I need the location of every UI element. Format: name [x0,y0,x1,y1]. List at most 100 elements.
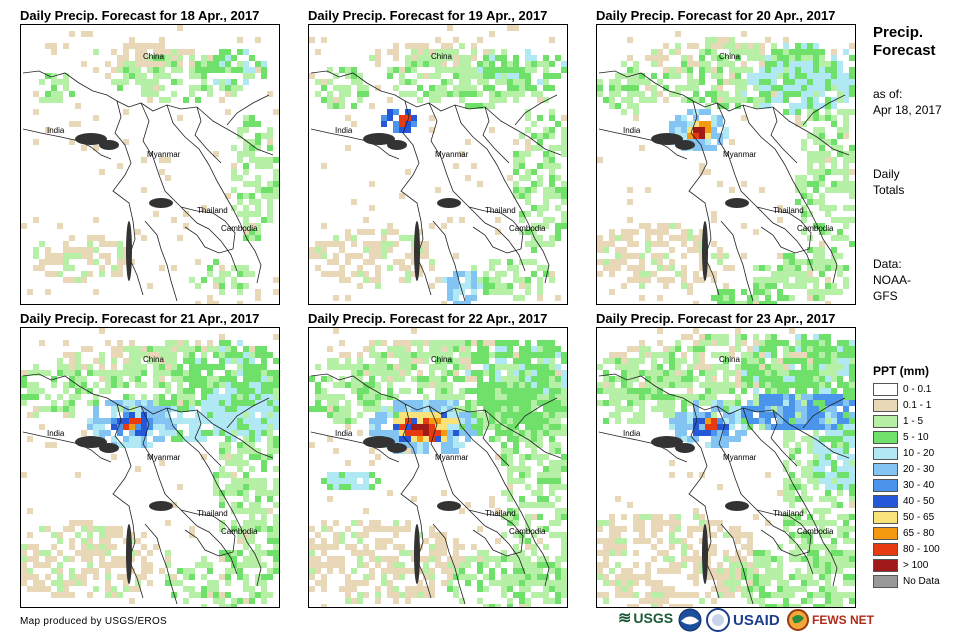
precip-cell [831,163,837,169]
precip-cell [813,55,819,61]
precip-cell [375,241,381,247]
precip-cell [63,556,69,562]
precip-cell [705,550,711,556]
precip-cell [225,382,231,388]
precip-cell [39,562,45,568]
precip-cell [405,169,411,175]
precip-cell [825,277,831,283]
precip-cell [237,340,243,346]
precip-cell [405,370,411,376]
precip-cell [417,556,423,562]
precip-cell [555,295,561,301]
precip-cell [369,382,375,388]
precip-cell [687,418,693,424]
precip-cell [807,289,813,295]
precip-cell [105,550,111,556]
precip-cell [669,538,675,544]
precip-cell [831,283,837,289]
precip-cell [807,376,813,382]
precip-cell [327,556,333,562]
precip-cell [105,400,111,406]
precip-cell [243,73,249,79]
precip-cell [537,265,543,271]
precip-cell [417,442,423,448]
precip-cell [237,526,243,532]
precip-cell [837,340,843,346]
precip-cell [627,574,633,580]
precip-cell [441,43,447,49]
precip-cell [231,406,237,412]
precip-cell [447,586,453,592]
precip-cell [225,592,231,598]
precip-cell [417,400,423,406]
precip-cell [627,382,633,388]
precip-cell [513,562,519,568]
precip-cell [699,514,705,520]
precip-cell [255,37,261,43]
precip-cell [837,418,843,424]
precip-cell [795,277,801,283]
precip-cell [807,352,813,358]
precip-cell [381,253,387,259]
precip-cell [681,265,687,271]
precip-cell [741,430,747,436]
precip-cell [405,448,411,454]
precip-cell [771,73,777,79]
precip-cell [219,277,225,283]
precip-cell [93,145,99,151]
precip-cell [699,133,705,139]
precip-cell [819,448,825,454]
precip-cell [321,574,327,580]
precip-cell [441,277,447,283]
precip-cell [495,79,501,85]
precip-cell [555,514,561,520]
precip-cell [801,229,807,235]
precip-cell [489,406,495,412]
precip-cell [819,556,825,562]
precip-cell [135,574,141,580]
precip-cell [315,400,321,406]
precip-cell [507,175,513,181]
precip-cell [57,97,63,103]
precip-cell [705,91,711,97]
precip-cell [519,283,525,289]
precip-cell [819,334,825,340]
precip-cell [459,442,465,448]
precip-cell [387,592,393,598]
precip-cell [789,478,795,484]
precip-cell [123,406,129,412]
precip-cell [849,412,855,418]
precip-cell [597,538,603,544]
precip-cell [249,502,255,508]
precip-cell [339,364,345,370]
precip-cell [633,550,639,556]
precip-cell [447,448,453,454]
precip-cell [723,442,729,448]
precip-cell [717,388,723,394]
precip-cell [699,430,705,436]
precip-cell [243,61,249,67]
precip-cell [93,49,99,55]
precip-cell [423,586,429,592]
precip-cell [795,67,801,73]
precip-cell [195,424,201,430]
precip-cell [405,43,411,49]
precip-cell [507,520,513,526]
precip-cell [489,496,495,502]
precip-cell [549,442,555,448]
precip-cell [387,382,393,388]
precip-cell [603,556,609,562]
precip-cell [507,400,513,406]
precip-cell [825,358,831,364]
precip-cell [213,67,219,73]
precip-cell [711,442,717,448]
precip-cell [159,346,165,352]
precip-cell [549,109,555,115]
precip-cell [837,151,843,157]
precip-cell [189,61,195,67]
precip-cell [513,97,519,103]
precip-cell [735,550,741,556]
precip-cell [231,598,237,604]
precip-cell [105,253,111,259]
